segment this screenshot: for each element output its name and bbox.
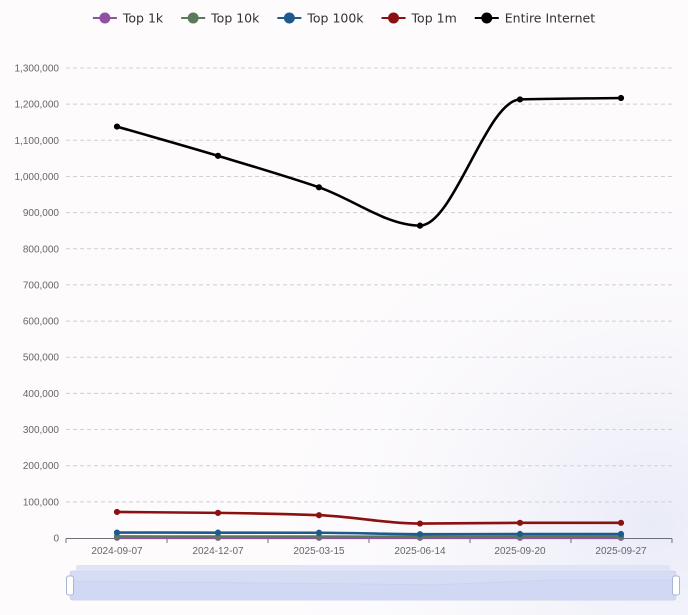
series-line-top-1m [116,510,621,525]
data-point[interactable] [113,508,121,516]
legend: Top 1k Top 10k Top 100k Top 1m Entire Intern… [92,11,595,26]
y-axis: 0 100,000 200,000 300,000 400,000 500,000 600,… [15,64,60,545]
data-point[interactable] [416,531,424,538]
legend-marker [481,12,493,24]
data-point[interactable] [617,530,625,538]
data-point[interactable] [516,96,524,103]
data-point[interactable] [315,184,323,191]
series-line-entire-internet [116,96,622,227]
x-tick-label: 2024-12-07 [192,546,244,557]
y-tick-label: 300,000 [23,425,60,436]
x-tick-label: 2025-06-14 [394,546,446,557]
y-tick-label: 900,000 [23,208,60,219]
legend-label: Top 100k [306,11,364,26]
data-point[interactable] [113,123,121,130]
y-tick-label: 400,000 [23,389,60,400]
data-zoom-slider[interactable] [66,565,680,601]
y-tick-label: 200,000 [23,461,60,472]
y-tick-label: 100,000 [23,497,60,508]
data-point[interactable] [617,94,625,102]
series-entire-internet [113,94,625,229]
legend-item-top-100k[interactable]: Top 100k [277,11,364,26]
x-tick-label: 2024-09-07 [91,546,143,557]
grid [66,67,672,503]
series-line-top-100k [116,531,621,536]
y-tick-label: 700,000 [23,280,60,291]
y-tick-label: 1,200,000 [15,100,60,111]
y-tick-label: 800,000 [23,244,60,255]
series-group [113,94,625,541]
y-tick-label: 1,100,000 [15,136,60,147]
legend-marker [283,12,295,24]
y-tick-label: 1,000,000 [15,172,60,183]
data-point[interactable] [416,222,424,229]
data-point[interactable] [516,530,524,538]
data-point[interactable] [315,529,323,536]
data-point[interactable] [214,152,222,159]
data-point[interactable] [516,519,524,526]
zoom-handle[interactable] [672,575,680,596]
data-point[interactable] [617,519,625,526]
data-point[interactable] [214,529,222,536]
data-point[interactable] [113,529,121,536]
data-point[interactable] [315,512,323,519]
legend-marker [388,12,400,24]
legend-item-top-10k[interactable]: Top 10k [181,11,260,26]
series-top-100k [113,529,625,538]
legend-item-top-1k[interactable]: Top 1k [92,11,164,26]
zoom-handle[interactable] [66,575,74,596]
legend-item-entire-internet[interactable]: Entire Internet [474,11,595,26]
zoom-move-handle[interactable] [76,565,670,571]
legend-label: Entire Internet [505,11,595,26]
x-tick-label: 2025-03-15 [293,546,345,557]
data-point[interactable] [416,520,424,527]
data-point[interactable] [214,509,222,516]
y-tick-label: 600,000 [23,317,60,328]
legend-item-top-1m[interactable]: Top 1m [381,11,457,26]
legend-marker [99,12,111,24]
x-tick-label: 2025-09-20 [494,546,546,557]
zoom-selection[interactable] [70,571,676,600]
series-top-1m [113,508,625,527]
y-tick-label: 0 [53,534,59,545]
legend-label: Top 10k [210,11,260,26]
legend-marker [187,12,199,24]
legend-label: Top 1m [411,11,457,26]
legend-label: Top 1k [122,11,164,26]
y-tick-label: 500,000 [23,353,60,364]
y-tick-label: 1,300,000 [15,64,60,75]
x-tick-label: 2025-09-27 [595,546,647,557]
